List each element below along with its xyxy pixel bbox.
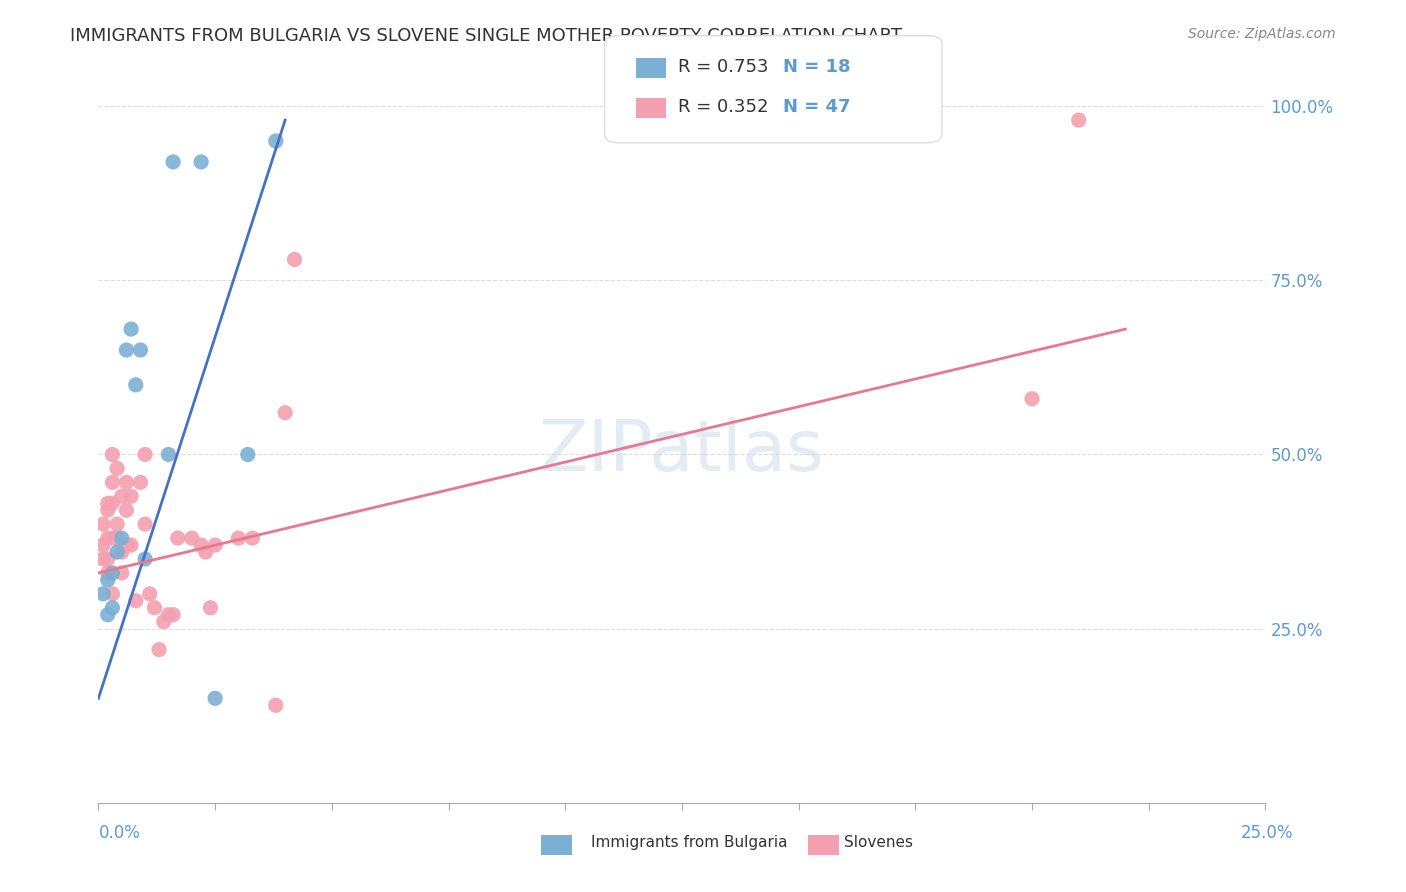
Point [97, 566, 120, 580]
Point [105, 545, 128, 559]
Point [166, 531, 188, 545]
Text: IMMIGRANTS FROM BULGARIA VS SLOVENE SINGLE MOTHER POVERTY CORRELATION CHART: IMMIGRANTS FROM BULGARIA VS SLOVENE SING… [70, 27, 903, 45]
Point [143, 600, 166, 615]
Point [125, 594, 148, 608]
Point [129, 343, 152, 357]
Point [91, 552, 114, 566]
Point [157, 448, 180, 462]
Point [194, 545, 217, 559]
Point [204, 691, 226, 706]
Point [264, 698, 287, 713]
Text: N = 18: N = 18 [783, 58, 851, 76]
Point [120, 322, 142, 336]
Point [157, 607, 180, 622]
Point [162, 607, 184, 622]
Point [180, 531, 202, 545]
Point [1067, 113, 1090, 128]
Point [152, 615, 174, 629]
Point [101, 448, 124, 462]
Point [264, 134, 287, 148]
Point [139, 587, 162, 601]
Point [162, 155, 184, 169]
Text: 25.0%: 25.0% [1241, 824, 1294, 842]
Point [134, 517, 156, 532]
Point [91, 538, 114, 552]
Point [97, 496, 120, 510]
Point [283, 252, 305, 267]
Point [115, 538, 138, 552]
Text: 0.0%: 0.0% [98, 824, 141, 842]
Text: ZIPatlas: ZIPatlas [538, 417, 825, 486]
Point [101, 531, 124, 545]
Point [97, 531, 120, 545]
Point [200, 600, 222, 615]
Text: N = 47: N = 47 [783, 98, 851, 116]
Point [274, 406, 297, 420]
Point [101, 475, 124, 490]
Point [236, 448, 259, 462]
Point [1021, 392, 1043, 406]
Point [204, 538, 226, 552]
Point [105, 531, 128, 545]
Point [228, 531, 250, 545]
Text: R = 0.352: R = 0.352 [678, 98, 768, 116]
Point [97, 552, 120, 566]
Point [111, 545, 134, 559]
Point [97, 573, 120, 587]
Point [120, 538, 142, 552]
Text: Slovenes: Slovenes [844, 836, 912, 850]
Point [101, 496, 124, 510]
Point [97, 503, 120, 517]
Point [97, 607, 120, 622]
Point [101, 566, 124, 580]
Point [148, 642, 170, 657]
Point [111, 531, 134, 545]
Point [115, 503, 138, 517]
Point [242, 531, 264, 545]
Point [134, 552, 156, 566]
Point [91, 517, 114, 532]
Point [125, 377, 148, 392]
Point [91, 587, 114, 601]
Text: Immigrants from Bulgaria: Immigrants from Bulgaria [591, 836, 787, 850]
Point [111, 489, 134, 503]
Point [190, 155, 212, 169]
Text: Source: ZipAtlas.com: Source: ZipAtlas.com [1188, 27, 1336, 41]
Point [190, 538, 212, 552]
Point [115, 475, 138, 490]
Point [105, 461, 128, 475]
Point [115, 343, 138, 357]
Text: R = 0.753: R = 0.753 [678, 58, 768, 76]
Point [101, 600, 124, 615]
Point [120, 489, 142, 503]
Point [105, 517, 128, 532]
Point [101, 587, 124, 601]
Point [129, 475, 152, 490]
Point [111, 566, 134, 580]
Point [134, 448, 156, 462]
